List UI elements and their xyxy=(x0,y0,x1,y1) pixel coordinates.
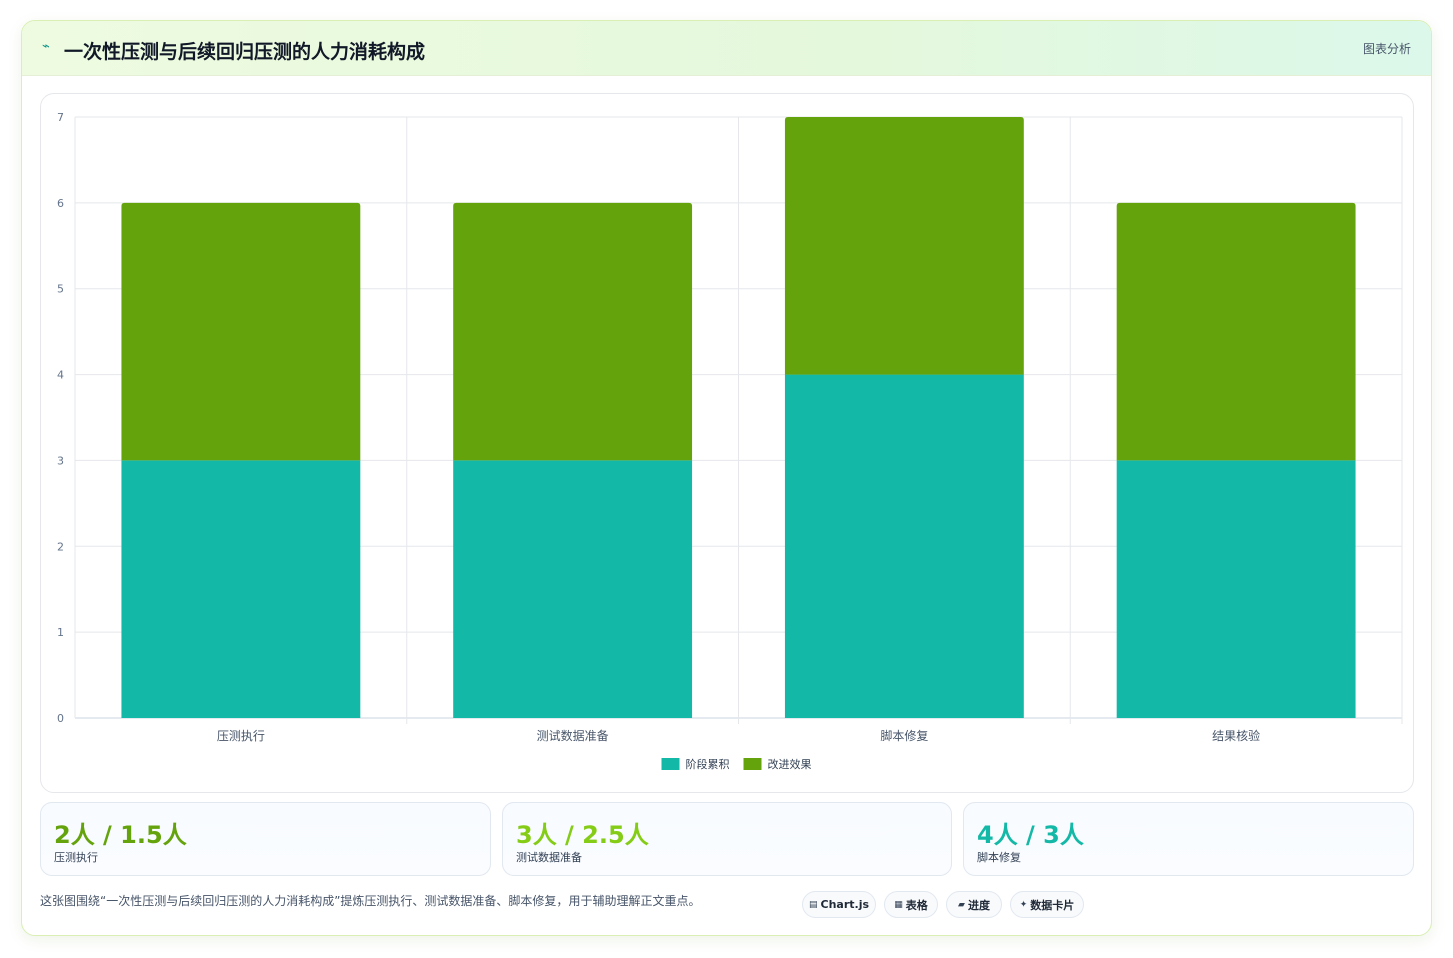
y-tick-label: 5 xyxy=(57,283,64,296)
table-icon: ▦ xyxy=(894,899,903,910)
tag-data-card[interactable]: ✦ 数据卡片 xyxy=(1010,891,1084,918)
stat-card-3: 4人 / 3人 脚本修复 xyxy=(963,802,1414,876)
stat-value: 2人 / 1.5人 xyxy=(54,821,187,849)
stat-label: 压测执行 xyxy=(54,851,98,864)
legend-swatch xyxy=(661,758,680,770)
stat-value: 3人 / 2.5人 xyxy=(516,821,649,849)
stat-label: 测试数据准备 xyxy=(516,851,582,864)
stat-label: 脚本修复 xyxy=(977,851,1021,864)
bar-segment xyxy=(784,117,1024,375)
card-header: ⌁ 一次性压测与后续回归压测的人力消耗构成 图表分析 xyxy=(22,21,1431,76)
y-tick-label: 7 xyxy=(57,111,64,124)
y-tick-label: 0 xyxy=(57,712,64,725)
tag-progress[interactable]: ▰ 进度 xyxy=(946,891,1002,918)
tag-label: 数据卡片 xyxy=(1030,898,1075,912)
y-tick-label: 1 xyxy=(57,626,64,639)
bar-segment xyxy=(1116,202,1356,461)
chart-footnote: 这张图围绕“一次性压测与后续回归压测的人力消耗构成”提炼压测执行、测试数据准备、… xyxy=(40,894,701,908)
bar-segment xyxy=(784,374,1024,718)
progress-icon: ▰ xyxy=(958,899,965,910)
y-tick-label: 4 xyxy=(57,369,64,382)
legend-swatch xyxy=(743,758,762,770)
tag-table[interactable]: ▦ 表格 xyxy=(884,891,938,918)
tag-chartjs[interactable]: ▤ Chart.js xyxy=(802,891,876,918)
card-title: 一次性压测与后续回归压测的人力消耗构成 xyxy=(64,41,426,63)
stat-value: 4人 / 3人 xyxy=(977,821,1084,849)
tag-label: 表格 xyxy=(905,898,928,912)
y-tick-label: 2 xyxy=(57,540,64,553)
tag-label: Chart.js xyxy=(820,898,870,911)
chart-card: ⌁ 一次性压测与后续回归压测的人力消耗构成 图表分析 0 1 2 3 4 5 6 7 压测执行测… xyxy=(21,20,1432,936)
legend-label: 阶段累积 xyxy=(686,757,730,771)
bar-segment xyxy=(453,202,693,461)
pulse-icon: ⌁ xyxy=(42,39,50,54)
sparkle-icon: ✦ xyxy=(1019,899,1028,910)
x-tick-label: 结果核验 xyxy=(1212,728,1260,743)
x-tick-label: 测试数据准备 xyxy=(537,728,609,743)
bar-segment xyxy=(121,202,361,461)
bar-segment xyxy=(1116,460,1356,718)
chart-container: 0 1 2 3 4 5 6 7 压测执行 测试数据准备 脚本修复 结果核验阶段累积 改进效果 xyxy=(40,93,1414,793)
chart-icon: ▤ xyxy=(808,899,818,910)
x-tick-label: 脚本修复 xyxy=(880,728,928,743)
bar-segment xyxy=(453,460,693,718)
legend-label: 改进效果 xyxy=(768,757,812,771)
y-tick-label: 3 xyxy=(57,454,64,467)
stat-card-2: 3人 / 2.5人 测试数据准备 xyxy=(502,802,952,876)
stat-card-1: 2人 / 1.5人 压测执行 xyxy=(40,802,491,876)
x-tick-label: 压测执行 xyxy=(217,729,265,743)
y-tick-label: 6 xyxy=(57,197,64,210)
bar-segment xyxy=(121,460,361,718)
chart-analysis-link[interactable]: 图表分析 xyxy=(1362,42,1411,56)
tag-label: 进度 xyxy=(967,898,990,912)
